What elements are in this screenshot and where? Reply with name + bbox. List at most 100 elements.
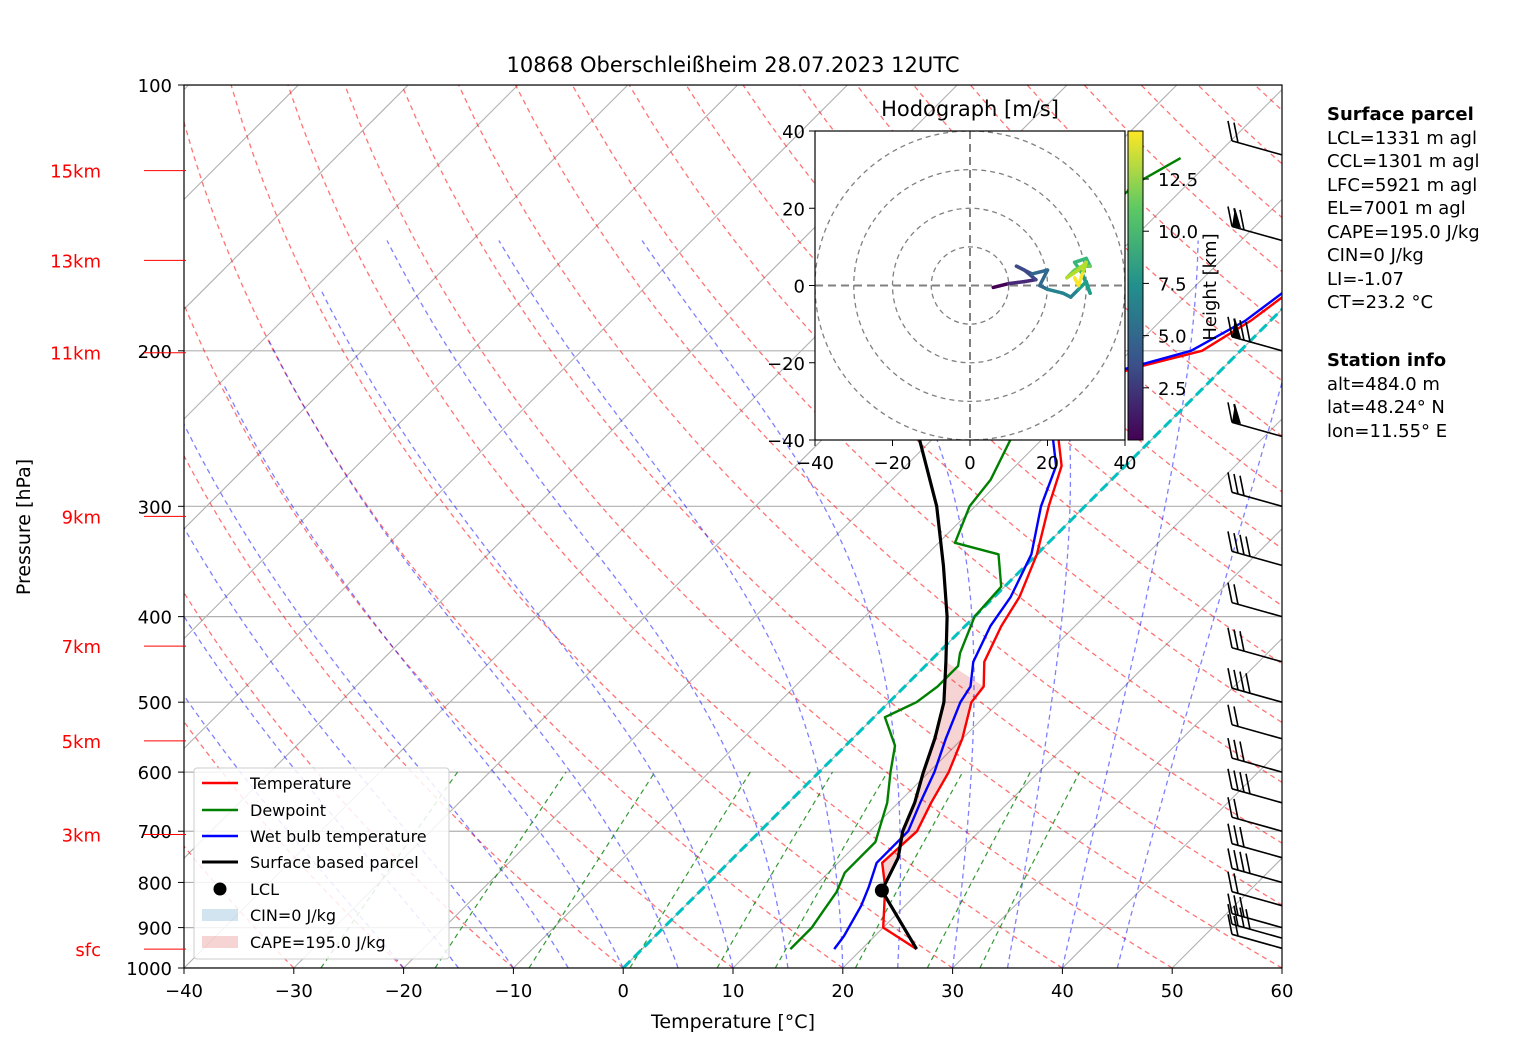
wind-barb-feather [1227,871,1233,892]
isotherm-gridline [184,85,409,310]
wind-barb-staff [1231,816,1283,832]
wind-barb-feather [1227,668,1233,689]
wind-barb-feather [1233,473,1239,495]
wind-barb-feather [1233,629,1239,650]
colorbar-tick-label: 2.5 [1158,379,1187,400]
legend-parcel: Surface based parcel [250,853,419,872]
wind-barb-feather [1233,873,1239,894]
wind-barb-staff [1231,601,1283,618]
legend-cin: CIN=0 J/kg [250,906,336,925]
hodograph-x-tick-label: 0 [964,453,975,474]
hodograph-segment [1030,268,1050,276]
hodograph-y-tick-label: 0 [794,277,805,298]
wind-barb-feather [1233,905,1239,926]
wind-barb-feather [1227,893,1233,914]
wind-barb-feather [1233,669,1239,691]
parcel-info-line: CAPE=195.0 J/kg [1327,221,1480,243]
wind-barb-feather [1239,741,1245,762]
moist-adiabat [641,240,902,968]
wind-barb-feather [1233,915,1239,937]
station-info-line: lon=11.55° E [1327,420,1448,442]
colorbar-tick-label: 10.0 [1158,222,1198,243]
mixing-ratio-line [629,771,751,968]
dry-adiabat [230,85,953,968]
wind-barb-staff [1231,890,1283,907]
y-tick-label: 900 [138,919,172,940]
wind-barb-feather [1233,584,1239,605]
isotherm-gridline [842,528,1282,968]
dry-adiabat [287,85,1063,968]
moist-adiabat [1061,240,1199,968]
wind-barb-feather [1233,532,1239,554]
parcel-info-title: Surface parcel [1327,104,1474,125]
dry-adiabat [344,85,1173,968]
mixing-ratio-line [979,771,1081,968]
wind-barb-staff [1231,923,1283,939]
wind-barb-feather [1227,472,1233,493]
hodograph-segment [1072,256,1088,265]
hodograph-x-tick-label: −40 [796,453,834,474]
colorbar [1127,130,1144,441]
mixing-ratio-line [716,771,834,968]
wind-barb-feather [1227,823,1233,844]
y-tick-label: 600 [138,763,172,784]
hodograph-segment [991,281,1011,290]
mixing-ratio-line [774,771,888,968]
wind-barb-feather [1239,631,1245,652]
mixing-ratio-line [854,771,964,968]
dry-adiabat [184,720,405,968]
wind-barb-staff [1231,723,1283,740]
colorbar-tick-label: 12.5 [1158,170,1198,191]
height-marker-label: sfc [75,940,101,961]
moist-adiabat [222,383,624,968]
wind-barb-staff [1231,140,1283,156]
dry-adiabat [458,85,1282,906]
wind-barb-feather [1227,737,1233,759]
wind-barb-staff [1231,757,1283,773]
wind-barb-feather [1227,402,1233,423]
hodograph-segment [1080,260,1088,276]
parcel-info: Surface parcel LCL=1331 m agl CCL=1301 m… [1327,103,1480,315]
lcl-marker [874,883,889,898]
height-marker-label: 13km [50,251,101,272]
wind-barb-pennant [1232,317,1241,339]
station-info: Station info alt=484.0 m lat=48.24° N lo… [1327,349,1447,443]
wind-barb-feather [1239,320,1245,341]
station-info-line: alt=484.0 m [1327,373,1440,395]
wind-barb-feather [1245,536,1251,557]
isotherm-gridline [184,85,629,530]
wind-barbs [1227,120,1283,950]
wind-barb-staff [1231,912,1283,929]
x-tick-label: 10 [722,981,745,1002]
x-tick-label: 40 [1051,981,1074,1002]
moist-adiabat [1006,240,1072,968]
hodograph-y-tick-label: −40 [767,431,805,452]
hodograph-y-tick-label: 40 [782,122,805,143]
isotherm-gridline [184,85,519,420]
hodograph-ring [930,246,1010,325]
wind-barb-feather [1233,825,1239,846]
y-tick-label: 500 [138,693,172,714]
legend-dewpoint: Dewpoint [250,801,326,820]
hodograph: −40−40 −20 −20 0 0 20 20 40 40 Hodograph [m/s] 2… [767,97,1221,474]
y-axis-label: Pressure [hPa] [13,459,35,595]
hodograph-segment [1080,272,1092,295]
hodograph-segment [1045,287,1065,295]
wind-barb-feather [1227,797,1233,818]
wind-barb-staff [1231,491,1283,508]
height-marker-label: 15km [50,162,101,183]
wind-barb-feather [1245,321,1251,343]
colorbar-tick-label: 7.5 [1158,274,1187,295]
hodograph-x-tick-label: 40 [1114,453,1137,474]
dry-adiabat [401,85,1282,968]
dry-adiabat [184,302,734,968]
wind-barb-staff [1231,225,1283,242]
wind-barb-staff [1231,788,1283,804]
hodograph-segment [1014,264,1034,276]
legend: Temperature Dewpoint Wet bulb temperatur… [193,767,450,960]
legend-cape: CAPE=195.0 J/kg [250,933,386,952]
isotherm-gridline [952,637,1282,968]
wind-barb-feather [1227,120,1233,142]
moist-adiabat [184,526,514,968]
